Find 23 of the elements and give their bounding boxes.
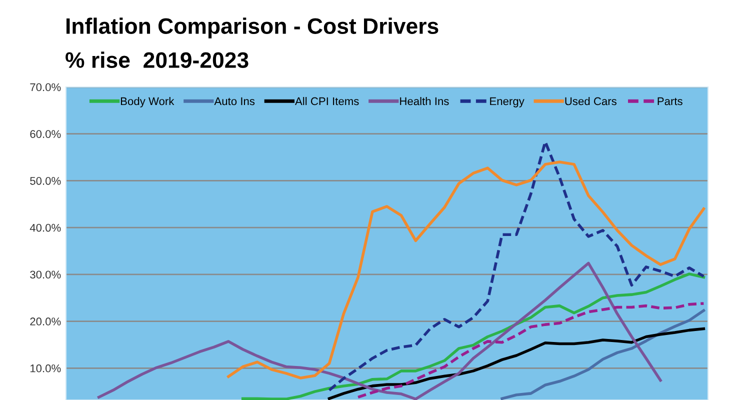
legend-label: Energy bbox=[490, 97, 524, 108]
line-series bbox=[328, 327, 706, 400]
legend-label: All CPI Items bbox=[294, 97, 359, 106]
line-series bbox=[328, 140, 706, 392]
legend-label: Health Ins bbox=[400, 97, 449, 106]
line-series bbox=[227, 160, 706, 380]
legend-label: Auto Ins bbox=[214, 97, 255, 106]
y-tick-label: 50.0% bbox=[30, 176, 61, 185]
y-tick-label: 60.0% bbox=[30, 130, 61, 138]
legend-label: Body Work bbox=[120, 97, 174, 108]
y-tick-label: 30.0% bbox=[30, 270, 61, 279]
chart-title: Inflation Comparison - Cost Drivers bbox=[66, 18, 438, 38]
y-tick-label: 10.0% bbox=[30, 364, 61, 372]
legend-label: Used Cars bbox=[565, 97, 616, 106]
line-series bbox=[500, 309, 706, 400]
y-tick-label: 70.0% bbox=[30, 83, 61, 92]
line-series bbox=[241, 272, 706, 400]
line-series bbox=[97, 262, 662, 400]
y-tick-label: 40.0% bbox=[30, 224, 61, 232]
chart-subtitle: % rise 2019-2023 bbox=[66, 52, 248, 68]
legend-label: Parts bbox=[658, 97, 682, 106]
y-tick-label: 20.0% bbox=[30, 318, 61, 326]
line-series bbox=[356, 302, 706, 399]
